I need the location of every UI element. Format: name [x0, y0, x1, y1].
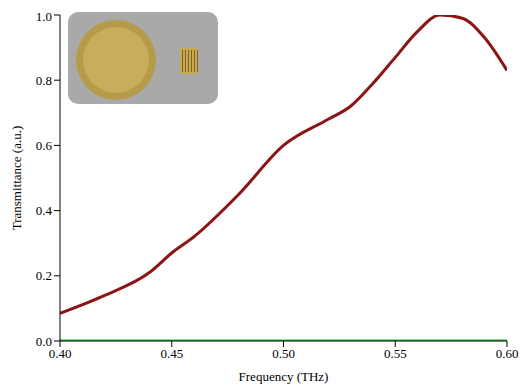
svg-text:Frequency (THz): Frequency (THz) — [239, 369, 329, 384]
svg-text:0.4: 0.4 — [36, 203, 53, 218]
svg-text:1.0: 1.0 — [36, 9, 52, 24]
svg-text:0.6: 0.6 — [36, 138, 53, 153]
svg-text:0.55: 0.55 — [384, 346, 407, 361]
svg-text:0.50: 0.50 — [272, 346, 295, 361]
svg-text:0.45: 0.45 — [160, 346, 183, 361]
svg-text:0.0: 0.0 — [36, 334, 52, 349]
svg-text:0.8: 0.8 — [36, 73, 52, 88]
svg-text:Transmittance (a.u.): Transmittance (a.u.) — [9, 126, 24, 231]
svg-text:0.60: 0.60 — [496, 346, 519, 361]
svg-text:0.2: 0.2 — [36, 268, 52, 283]
svg-text:0.40: 0.40 — [49, 346, 72, 361]
